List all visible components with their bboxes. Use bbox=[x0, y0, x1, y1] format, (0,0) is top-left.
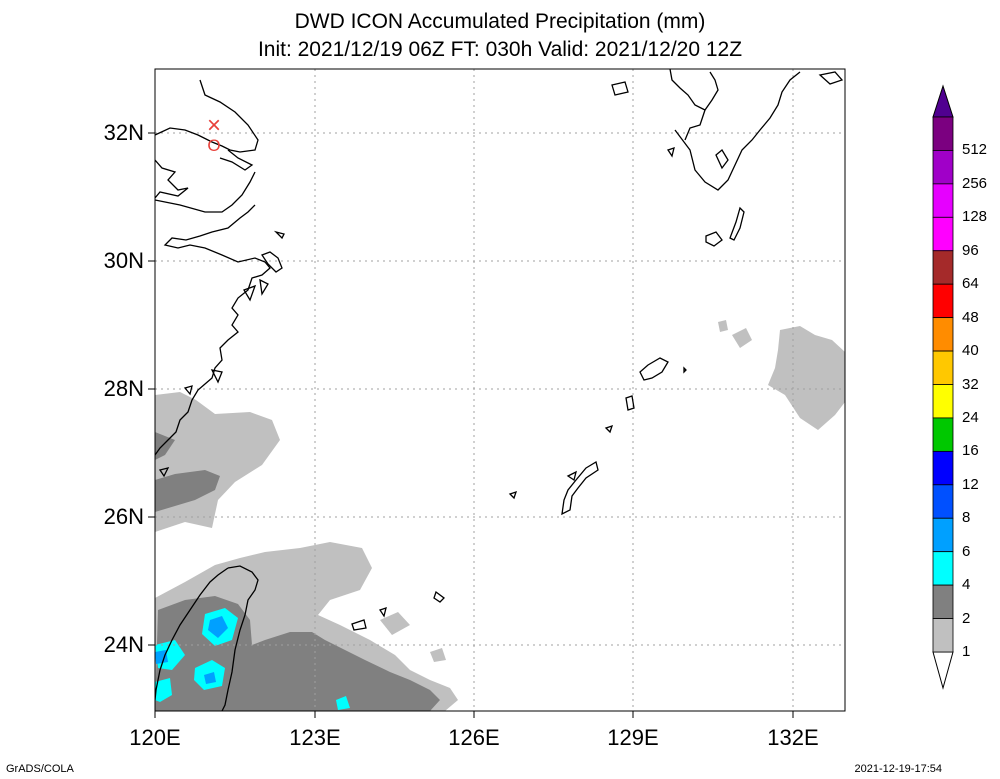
map-canvas: × O bbox=[0, 0, 1000, 779]
colorbar-segment bbox=[933, 385, 953, 418]
precip-area bbox=[732, 328, 752, 348]
colorbar-label: 32 bbox=[962, 376, 979, 393]
colorbar-label: 96 bbox=[962, 242, 979, 259]
colorbar-label: 40 bbox=[962, 342, 979, 359]
colorbar bbox=[933, 86, 953, 688]
x-tick-label: 126E bbox=[434, 725, 514, 751]
x-tick-label: 132E bbox=[753, 725, 833, 751]
x-marker: × bbox=[207, 112, 221, 139]
colorbar-label: 512 bbox=[962, 141, 987, 158]
precipitation-field bbox=[155, 320, 845, 711]
colorbar-segment bbox=[933, 552, 953, 585]
colorbar-segment bbox=[933, 518, 953, 551]
colorbar-segment bbox=[933, 117, 953, 150]
colorbar-label: 256 bbox=[962, 175, 987, 192]
colorbar-segment bbox=[933, 217, 953, 250]
colorbar-segment bbox=[933, 150, 953, 183]
colorbar-segment bbox=[933, 351, 953, 384]
colorbar-label: 12 bbox=[962, 476, 979, 493]
location-markers: × O bbox=[207, 112, 221, 155]
colorbar-label: 6 bbox=[962, 543, 970, 560]
colorbar-segment bbox=[933, 251, 953, 284]
colorbar-segment bbox=[933, 318, 953, 351]
y-tick-label: 26N bbox=[84, 504, 144, 530]
colorbar-segment bbox=[933, 284, 953, 317]
footer-credit: GrADS/COLA bbox=[6, 763, 74, 775]
colorbar-segment bbox=[933, 585, 953, 618]
colorbar-label: 1 bbox=[962, 643, 970, 660]
colorbar-label: 128 bbox=[962, 208, 987, 225]
colorbar-label: 48 bbox=[962, 309, 979, 326]
y-tick-label: 24N bbox=[84, 632, 144, 658]
colorbar-label: 16 bbox=[962, 442, 979, 459]
y-tick-label: 32N bbox=[84, 120, 144, 146]
colorbar-segment bbox=[933, 485, 953, 518]
colorbar-label: 24 bbox=[962, 409, 979, 426]
y-tick-label: 28N bbox=[84, 376, 144, 402]
o-marker: O bbox=[207, 136, 220, 155]
colorbar-bottom-arrow bbox=[933, 652, 953, 688]
colorbar-label: 8 bbox=[962, 509, 970, 526]
precip-area bbox=[768, 326, 845, 430]
colorbar-label: 64 bbox=[962, 275, 979, 292]
x-tick-label: 129E bbox=[593, 725, 673, 751]
precip-area bbox=[155, 392, 280, 532]
footer-timestamp: 2021-12-19-17:54 bbox=[855, 763, 942, 775]
colorbar-segment bbox=[933, 418, 953, 451]
x-tick-label: 123E bbox=[275, 725, 355, 751]
colorbar-segment bbox=[933, 619, 953, 652]
colorbar-label: 2 bbox=[962, 610, 970, 627]
precip-area bbox=[718, 320, 728, 332]
colorbar-segment bbox=[933, 451, 953, 484]
colorbar-label: 4 bbox=[962, 576, 970, 593]
colorbar-segment bbox=[933, 184, 953, 217]
x-tick-label: 120E bbox=[115, 725, 195, 751]
colorbar-top-arrow bbox=[933, 86, 953, 117]
y-tick-label: 30N bbox=[84, 248, 144, 274]
precip-area bbox=[430, 648, 446, 662]
